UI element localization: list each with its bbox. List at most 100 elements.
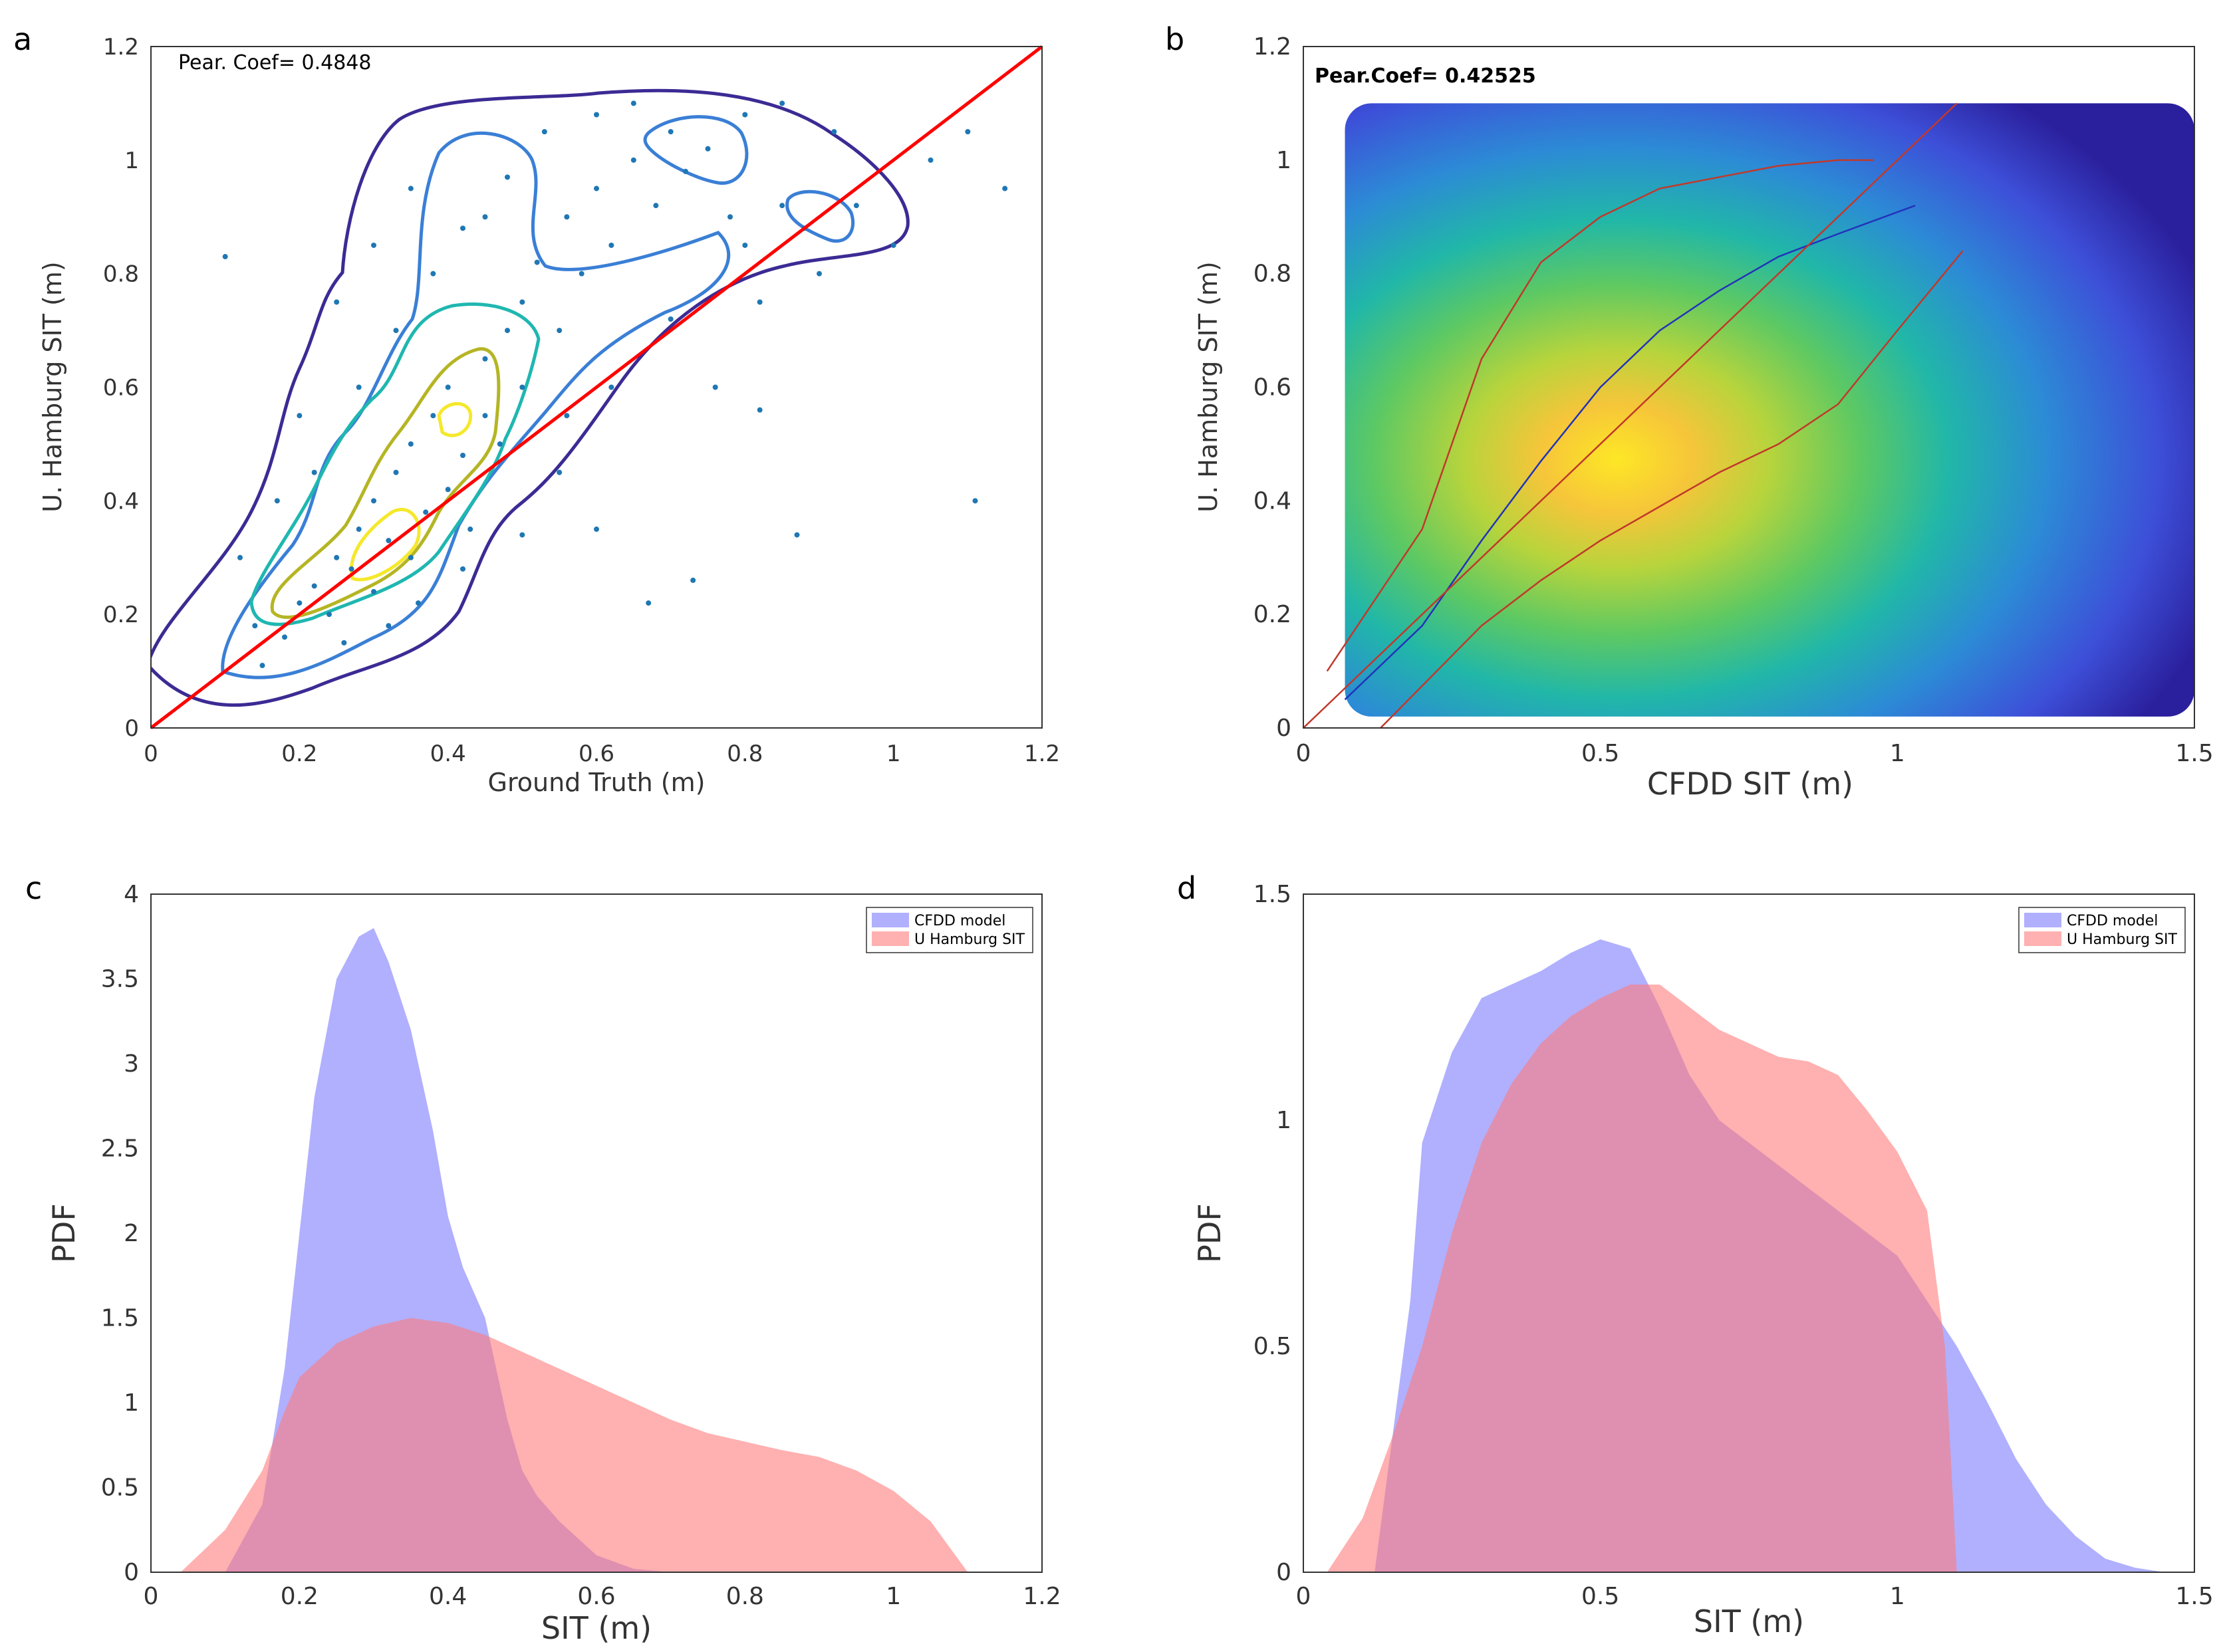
contour-level-2b	[643, 115, 749, 185]
axes-box	[150, 46, 1043, 729]
histogram-series	[180, 928, 968, 1572]
pearson-annotation: Pear.Coef= 0.42525	[1315, 64, 1536, 88]
y-tick-labels: 0 0.5 1 1.5	[1253, 881, 1291, 1586]
scatter-point	[534, 259, 540, 265]
y-tick-label: 1.5	[101, 1305, 139, 1332]
y-tick-label: 0.4	[1253, 487, 1291, 515]
panel-label-a: a	[13, 21, 32, 57]
y-tick-label: 0	[1276, 715, 1291, 742]
x-tick-label: 1	[886, 1583, 901, 1610]
scatter-point	[311, 469, 317, 475]
scatter-point	[334, 554, 340, 560]
scatter-point	[237, 554, 243, 560]
scatter-point	[393, 469, 399, 475]
y-tick-labels: 0 0.2 0.4 0.6 0.8 1 1.2	[1253, 33, 1291, 742]
x-tick-label: 0.5	[1581, 1583, 1619, 1610]
scatter-point	[482, 413, 488, 419]
scatter-point	[467, 527, 473, 532]
panel-b-density-scatter: 0 0.5 1 1.5 0 0.2 0.4 0.6 0.8 1 1.2 Pear.Coef= 0.…	[1194, 33, 2214, 802]
scatter-point	[541, 129, 547, 135]
y-axis-label: PDF	[46, 1203, 82, 1263]
y-axis-label: U. Hamburg SIT (m)	[1194, 261, 1223, 513]
y-tick-label: 3	[124, 1050, 139, 1078]
x-tick-labels: 0 0.2 0.4 0.6 0.8 1 1.2	[144, 741, 1060, 767]
scatter-point	[712, 384, 718, 390]
x-tick-label: 1.5	[2175, 1583, 2213, 1610]
scatter-point	[386, 623, 392, 629]
pearson-annotation: Pear. Coef= 0.4848	[178, 51, 371, 74]
y-tick-label: 1	[124, 148, 139, 174]
contour-level-2c	[785, 189, 855, 243]
scatter-point	[297, 413, 303, 419]
scatter-point	[564, 214, 570, 220]
x-tick-label: 0.6	[577, 1583, 615, 1610]
scatter-point	[460, 566, 465, 572]
y-tick-label: 1	[1276, 1107, 1291, 1134]
density-cloud	[1345, 103, 2194, 717]
legend: CFDD model U Hamburg SIT	[866, 907, 1033, 953]
y-tick-label: 0.6	[103, 375, 139, 402]
axes-box	[1303, 893, 2195, 1573]
scatter-point	[965, 129, 971, 135]
contour-level-5a	[350, 507, 421, 582]
legend-label: U Hamburg SIT	[914, 931, 1025, 948]
x-tick-label: 1	[1890, 1583, 1905, 1610]
scatter-point	[348, 566, 354, 572]
histogram-series	[1327, 939, 2194, 1572]
scatter-point	[445, 487, 451, 493]
scatter-point	[341, 640, 347, 646]
scatter-point	[393, 328, 399, 334]
x-tick-labels: 0 0.5 1 1.5	[1296, 740, 2214, 767]
scatter-point	[742, 112, 748, 118]
density-contours	[151, 88, 910, 707]
histogram-area-u-hamburg-sit	[180, 1318, 968, 1572]
x-tick-label: 1.2	[1023, 1583, 1061, 1610]
y-tick-label: 1.5	[1253, 881, 1291, 908]
legend-label: U Hamburg SIT	[2067, 931, 2178, 948]
panel-c-histogram: 0 0.2 0.4 0.6 0.8 1 1.2 0 0.5 1 1.5 2 2.5 3 3.5 4 CFDD…	[46, 881, 1061, 1646]
y-tick-label: 2.5	[101, 1135, 139, 1163]
upper-quantile-line	[1326, 159, 1874, 672]
one-to-one-line	[1303, 102, 1958, 728]
scatter-point	[779, 203, 785, 209]
legend: CFDD model U Hamburg SIT	[2018, 907, 2186, 953]
y-tick-label: 1.2	[1253, 33, 1291, 60]
y-tick-label: 0.8	[103, 261, 139, 288]
axes-box	[150, 893, 1043, 1573]
legend-swatch	[2024, 931, 2061, 946]
y-tick-label: 0.2	[1253, 601, 1291, 628]
y-tick-label: 0.8	[1253, 261, 1291, 288]
x-tick-label: 0.6	[579, 741, 614, 767]
scatter-point	[311, 583, 317, 589]
y-tick-label: 1	[124, 1389, 139, 1417]
scatter-point	[928, 157, 934, 163]
scatter-point	[297, 600, 303, 606]
scatter-point	[430, 413, 436, 419]
scatter-point	[608, 242, 614, 248]
scatter-point	[794, 532, 800, 538]
axes-box	[1303, 46, 2195, 729]
x-tick-label: 1.2	[1024, 741, 1060, 767]
x-tick-label: 0.8	[726, 1583, 764, 1610]
scatter-point	[371, 242, 376, 248]
scatter-point	[356, 384, 362, 390]
scatter-point	[482, 356, 488, 362]
scatter-point	[519, 532, 525, 538]
scatter-point	[564, 413, 570, 419]
scatter-point	[594, 185, 599, 191]
scatter-point	[890, 242, 896, 248]
y-tick-label: 4	[124, 881, 139, 908]
scatter-point	[423, 509, 429, 515]
scatter-point	[817, 271, 822, 277]
quantile-lines	[1303, 102, 1964, 728]
scatter-point	[853, 203, 859, 209]
y-tick-label: 3.5	[101, 966, 139, 993]
scatter-point	[445, 384, 451, 390]
scatter-point	[831, 129, 837, 135]
y-tick-labels: 0 0.5 1 1.5 2 2.5 3 3.5 4	[101, 881, 139, 1586]
scatter-point	[594, 527, 599, 532]
scatter-point	[371, 498, 376, 504]
one-to-one-line	[150, 45, 1043, 729]
legend-swatch	[872, 913, 909, 927]
